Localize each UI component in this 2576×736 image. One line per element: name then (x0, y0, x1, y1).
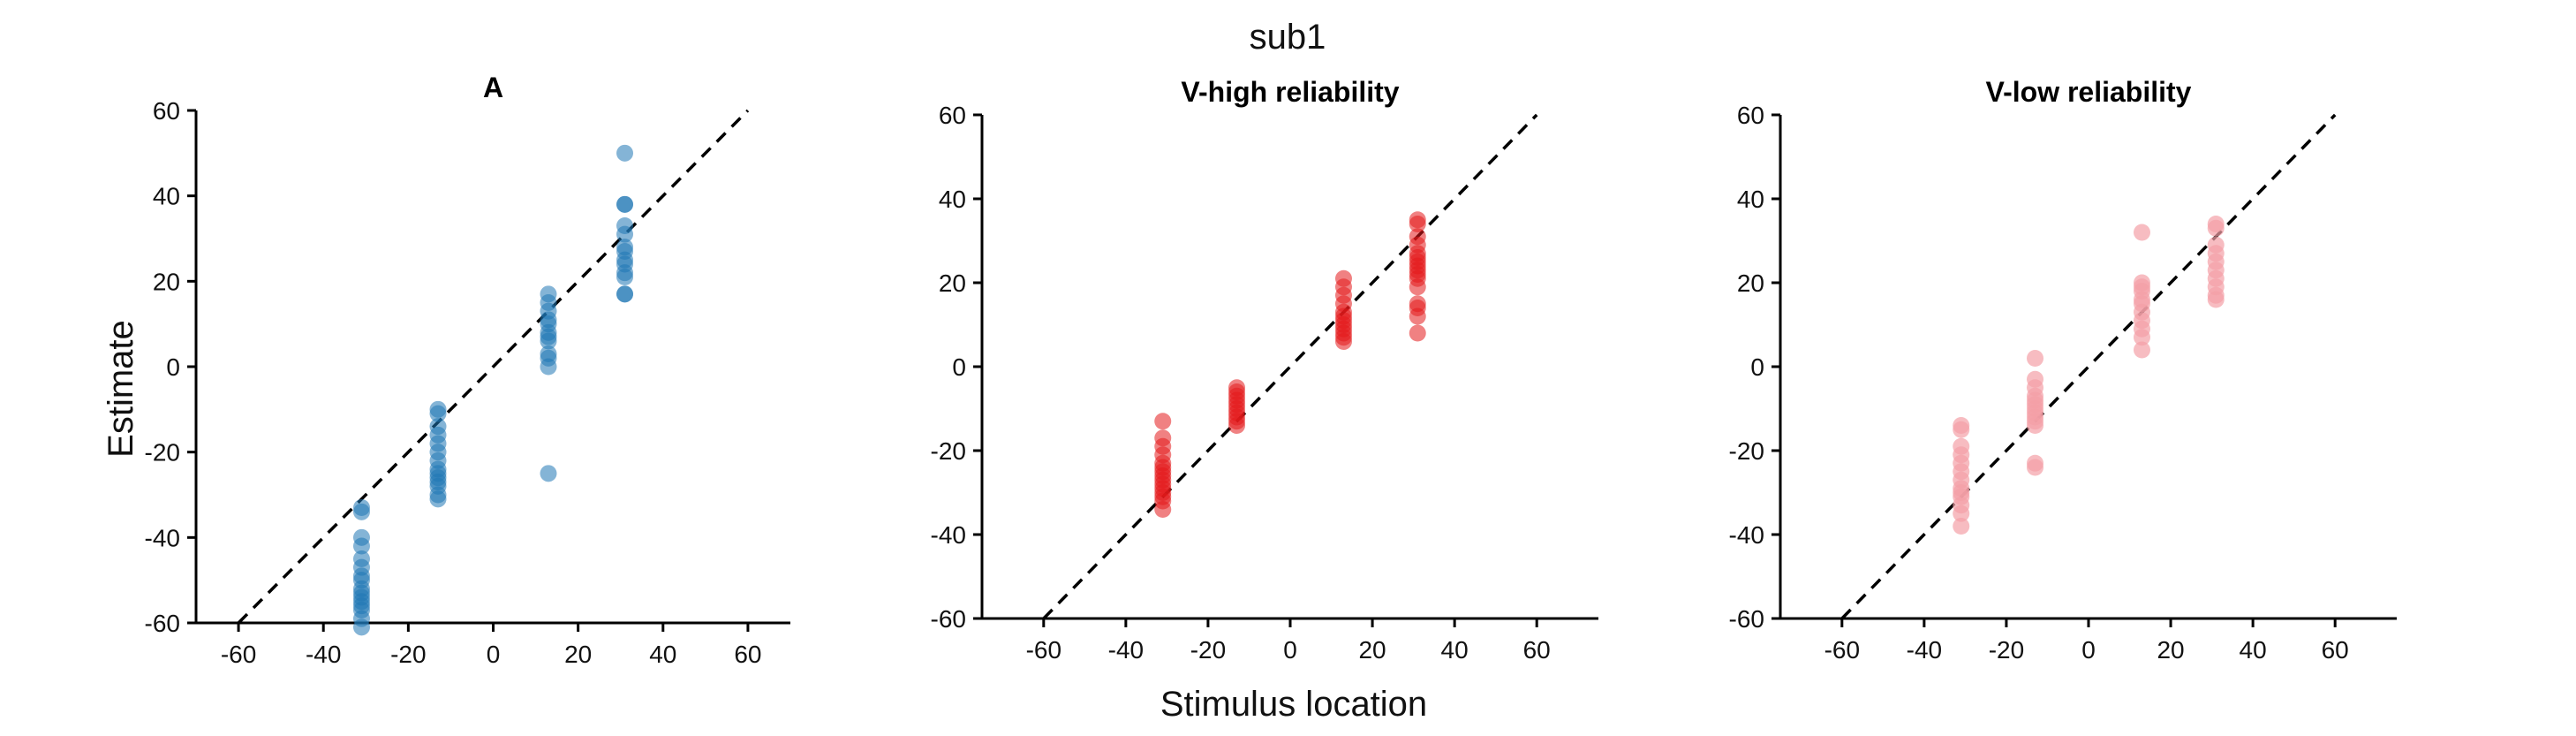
x-tick-label: -60 (1026, 636, 1061, 664)
data-point (352, 618, 370, 636)
x-axis-label: Stimulus location (1160, 685, 1427, 724)
data-point (2133, 224, 2150, 241)
data-point (2133, 341, 2150, 359)
panel-3: V-low reliability -60 -40 -20 0 20 40 60 -60 -40 -… (1729, 76, 2397, 664)
y-tick-label: 20 (153, 268, 180, 295)
x-tick-label: -60 (1824, 636, 1860, 664)
data-point (1953, 421, 1970, 438)
panel-title: A (483, 72, 503, 103)
data-point (540, 465, 557, 482)
y-tick-label: 20 (939, 269, 966, 297)
data-point (2207, 291, 2225, 308)
x-tick-label: 0 (487, 641, 501, 668)
x-tick-label: -20 (1190, 636, 1226, 664)
data-point (1409, 307, 1426, 325)
x-tick-label: -60 (221, 641, 256, 668)
panels: A-60 -40 -20 0 20 40 60-60-40-200204060V-high … (145, 72, 2397, 668)
y-tick-label: 60 (939, 102, 966, 129)
x-tick-label: 40 (1441, 636, 1469, 664)
x-tick-label: 40 (2240, 636, 2267, 664)
data-point (429, 405, 447, 422)
data-point (2027, 459, 2044, 476)
panel-title: V-high reliability (1181, 76, 1399, 108)
y-tick-label: 40 (153, 183, 180, 210)
y-tick-label: -60 (145, 610, 180, 637)
data-point (616, 285, 634, 303)
identity-line (1042, 113, 1538, 620)
data-point (352, 503, 370, 520)
x-tick-label: 60 (1523, 636, 1551, 664)
y-tick-label: 40 (939, 186, 966, 213)
x-tick-label: 20 (564, 641, 592, 668)
data-point (1154, 501, 1172, 518)
y-tick-label: 0 (166, 353, 180, 381)
y-tick-label: -20 (931, 437, 966, 465)
y-axis-label: Estimate (102, 320, 140, 458)
y-tick-label: -40 (1729, 521, 1764, 549)
data-point (352, 537, 370, 555)
x-tick-label: 20 (1358, 636, 1386, 664)
data-point (616, 269, 634, 285)
data-point (2027, 350, 2044, 367)
data-point (1228, 417, 1246, 434)
panel-title: V-low reliability (1986, 76, 2192, 108)
data-point (1953, 518, 1970, 535)
x-tick-label: 0 (1283, 636, 1297, 664)
y-tick-label: 40 (1737, 186, 1764, 213)
data-point (2133, 329, 2150, 346)
data-point (429, 490, 447, 508)
y-tick-label: 0 (952, 353, 966, 381)
identity-line (237, 109, 750, 625)
data-point (616, 225, 634, 243)
y-tick-label: 20 (1737, 269, 1764, 297)
data-point (1154, 413, 1172, 430)
panel-1: A -60 -40 -20 0 20 40 60 -60 -40 -20 0 20 40 60 (145, 72, 790, 668)
x-tick-label: -40 (1907, 636, 1942, 664)
x-tick-label: 60 (734, 641, 761, 668)
data-point (1953, 505, 1970, 522)
x-tick-label: -20 (390, 641, 426, 668)
data-point (1409, 324, 1426, 342)
y-tick-label: -20 (1729, 437, 1764, 465)
data-point (1409, 278, 1426, 296)
data-point (2207, 219, 2225, 237)
data-point (1334, 333, 1352, 350)
identity-line (1840, 113, 2337, 620)
y-tick-label: -60 (931, 605, 966, 633)
data-point (1409, 216, 1426, 232)
data-point (616, 144, 634, 162)
data-point (616, 195, 634, 213)
y-tick-label: 60 (1737, 102, 1764, 129)
y-tick-label: 0 (1750, 353, 1764, 381)
y-tick-label: 60 (153, 97, 180, 125)
panel-2: V-high reliability -60 -40 -20 0 20 40 60 -60 -40… (931, 76, 1598, 664)
figure-title: sub1 (1250, 18, 1326, 57)
x-tick-label: -40 (306, 641, 341, 668)
y-tick-label: -60 (1729, 605, 1764, 633)
y-tick-label: -40 (145, 524, 180, 551)
x-tick-label: 20 (2157, 636, 2184, 664)
x-tick-label: 0 (2081, 636, 2096, 664)
y-tick-label: -20 (145, 439, 180, 467)
data-point (2027, 417, 2044, 434)
x-tick-label: -20 (1989, 636, 2024, 664)
data-point (540, 332, 557, 350)
y-tick-label: -40 (931, 521, 966, 549)
data-point (540, 358, 557, 376)
x-tick-label: 60 (2322, 636, 2349, 664)
x-tick-label: 40 (649, 641, 676, 668)
x-tick-label: -40 (1108, 636, 1144, 664)
